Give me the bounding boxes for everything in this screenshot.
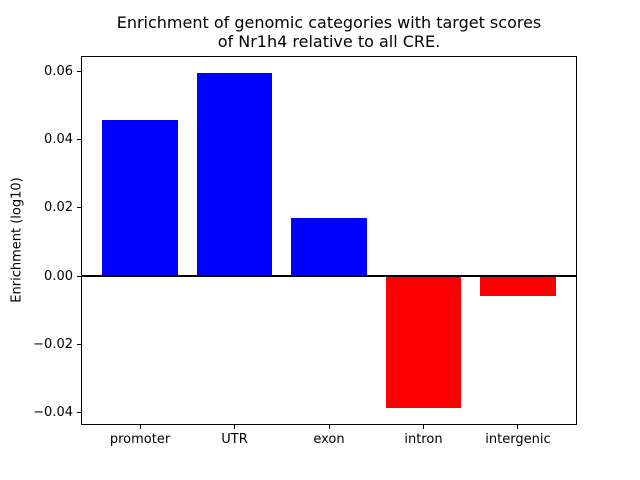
y-axis-label: Enrichment (log10) bbox=[9, 177, 25, 303]
x-tick-mark bbox=[422, 425, 424, 429]
y-tick-mark bbox=[77, 343, 81, 345]
y-tick-mark bbox=[77, 139, 81, 141]
x-tick-label-exon: exon bbox=[313, 432, 345, 447]
x-tick-label-promoter: promoter bbox=[109, 432, 171, 447]
y-tick-label: −0.04 bbox=[33, 404, 73, 420]
chart-title-line-2: of Nr1h4 relative to all CRE. bbox=[217, 32, 441, 51]
y-tick-mark bbox=[77, 275, 81, 277]
y-tick-label: −0.02 bbox=[33, 336, 73, 352]
y-tick-label: 0.06 bbox=[44, 64, 73, 80]
x-tick-mark bbox=[234, 425, 236, 429]
x-tick-mark bbox=[139, 425, 141, 429]
y-tick-label: 0.04 bbox=[44, 132, 73, 148]
y-tick-mark bbox=[77, 411, 81, 413]
bar-exon bbox=[291, 217, 367, 277]
x-tick-mark bbox=[328, 425, 330, 429]
x-tick-mark bbox=[517, 425, 519, 429]
x-tick-label-UTR: UTR bbox=[221, 432, 248, 447]
bar-UTR bbox=[196, 72, 273, 277]
bar-promoter bbox=[102, 120, 178, 277]
chart-title: Enrichment of genomic categories with ta… bbox=[81, 13, 577, 51]
zero-baseline bbox=[81, 274, 577, 278]
chart-title-line-1: Enrichment of genomic categories with ta… bbox=[116, 13, 542, 32]
x-tick-label-intron: intron bbox=[404, 432, 443, 447]
y-tick-label: 0.00 bbox=[44, 268, 73, 284]
y-tick-mark bbox=[77, 207, 81, 209]
bar-intron bbox=[385, 276, 462, 409]
bar-intergenic bbox=[480, 276, 556, 296]
y-tick-mark bbox=[77, 71, 81, 73]
y-tick-label: 0.02 bbox=[44, 200, 73, 216]
x-tick-label-intergenic: intergenic bbox=[485, 432, 551, 447]
